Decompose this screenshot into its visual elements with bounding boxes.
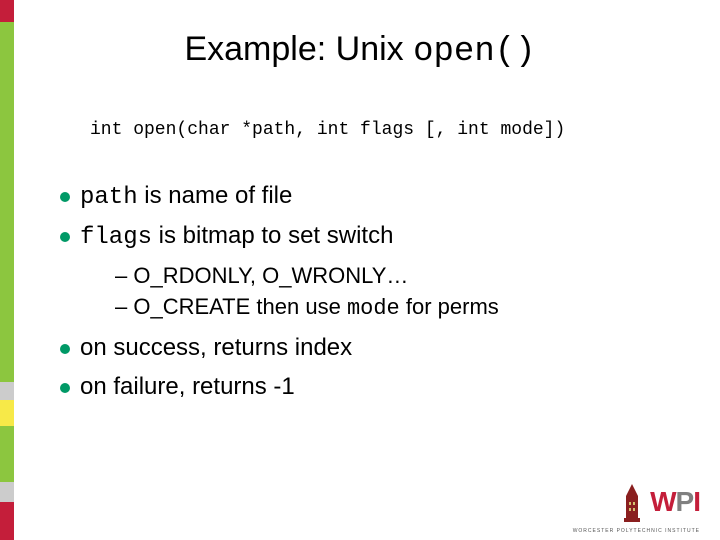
code-span: path xyxy=(80,184,138,211)
signature-text: int open(char *path, int flags [, int mo… xyxy=(90,120,565,140)
text-span: on failure, returns -1 xyxy=(80,373,295,400)
bullet-text: on failure, returns -1 xyxy=(80,371,295,403)
bullet-text: path is name of file xyxy=(80,180,292,214)
slide-title: Example: Unix open() xyxy=(0,30,720,71)
logo-w: W xyxy=(650,486,675,517)
sub-text: – O_CREATE then use xyxy=(115,294,347,319)
bullet-text: on success, returns index xyxy=(80,332,352,364)
wpi-logo: WPI xyxy=(620,482,700,522)
bullet-item: flags is bitmap to set switch xyxy=(60,220,680,254)
text-span: is bitmap to set switch xyxy=(152,222,393,249)
title-code: open() xyxy=(413,33,535,71)
logo-letters: WPI xyxy=(650,486,700,518)
bullet-item: path is name of file xyxy=(60,180,680,214)
title-prefix: Example: Unix xyxy=(184,30,413,68)
bullet-item: on success, returns index xyxy=(60,332,680,364)
text-span: on success, returns index xyxy=(80,334,352,361)
bullet-item: on failure, returns -1 xyxy=(60,371,680,403)
sub-bullet-list: – O_RDONLY, O_WRONLY… – O_CREATE then us… xyxy=(115,261,680,325)
sub-text: – O_RDONLY, O_WRONLY… xyxy=(115,263,408,288)
bullet-icon xyxy=(60,232,70,242)
slide-body: path is name of file flags is bitmap to … xyxy=(60,180,680,409)
bullet-icon xyxy=(60,344,70,354)
logo-tower-icon xyxy=(620,482,644,522)
sub-bullet-item: – O_RDONLY, O_WRONLY… xyxy=(115,261,680,292)
text-span: is name of file xyxy=(138,182,293,209)
bullet-text: flags is bitmap to set switch xyxy=(80,220,393,254)
decorative-left-stripe xyxy=(0,0,14,540)
logo-p: P xyxy=(676,486,694,517)
function-signature: int open(char *path, int flags [, int mo… xyxy=(90,120,565,140)
code-span: mode xyxy=(347,296,400,321)
logo-i: I xyxy=(693,486,700,517)
sub-text: for perms xyxy=(400,294,499,319)
logo-subtitle: WORCESTER POLYTECHNIC INSTITUTE xyxy=(573,528,700,534)
code-span: flags xyxy=(80,224,152,251)
sub-bullet-item: – O_CREATE then use mode for perms xyxy=(115,292,680,325)
bullet-icon xyxy=(60,383,70,393)
bullet-icon xyxy=(60,192,70,202)
